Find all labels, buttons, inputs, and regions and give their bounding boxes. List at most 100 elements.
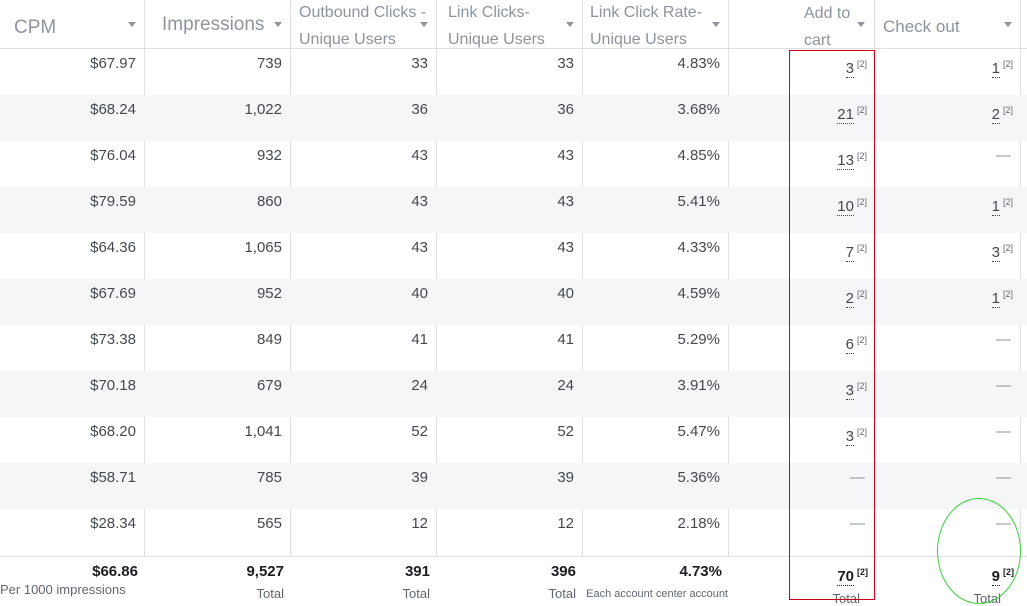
cell-value[interactable]: 7 — [845, 244, 854, 262]
sort-caret-icon[interactable] — [857, 22, 865, 27]
cell-value: 43 — [411, 239, 428, 256]
footnote-marker[interactable]: [2] — [1002, 59, 1013, 69]
cell-value: 785 — [256, 469, 282, 486]
total-check-out-caption: Total — [973, 591, 1001, 606]
cell-impressions: 1,022 — [145, 95, 291, 141]
cell-value: — — [850, 469, 865, 486]
column-header-label: CPM — [14, 17, 57, 38]
cell-addtocart: — — [729, 463, 875, 509]
total-impressions: 9,527 Total — [145, 557, 291, 605]
table-row: $64.36 1,065 43 43 4.33% 7 [2] 3 [2] — [0, 233, 1027, 279]
column-header-link-click-rate[interactable]: Link Click Rate- Unique Users — [583, 0, 729, 48]
cell-value[interactable]: 1 — [991, 290, 1000, 308]
total-add-to-cart-value[interactable]: 70 — [837, 568, 854, 586]
cell-rate: 3.91% — [583, 371, 729, 417]
cell-rate: 5.41% — [583, 187, 729, 233]
cell-addtocart: 10 [2] — [729, 187, 875, 233]
cell-value: 5.36% — [677, 469, 720, 486]
cell-value: 4.83% — [677, 55, 720, 72]
cell-value[interactable]: 2 — [845, 290, 854, 308]
cell-value[interactable]: 3 — [845, 60, 854, 78]
cell-value: 52 — [557, 423, 574, 440]
footnote-marker[interactable]: [2] — [856, 381, 867, 391]
footnote-marker[interactable]: [2] — [856, 105, 867, 115]
total-impressions-caption: Total — [256, 586, 284, 601]
cell-value: $28.34 — [90, 515, 136, 532]
total-cpm-value: $66.86 — [92, 563, 138, 580]
cell-rate: 5.36% — [583, 463, 729, 509]
cell-value: — — [996, 331, 1011, 348]
cell-value: 40 — [411, 285, 428, 302]
column-header-add-to-cart[interactable]: Add to cart — [729, 0, 875, 49]
footnote-marker[interactable]: [2] — [1002, 105, 1013, 115]
footnote-marker[interactable]: [2] — [1003, 567, 1014, 577]
column-divider[interactable] — [436, 0, 437, 556]
column-header-label-line2: Unique Users — [448, 31, 545, 48]
column-divider[interactable] — [1020, 0, 1021, 556]
column-header-check-out[interactable]: Check out — [875, 0, 1021, 48]
total-add-to-cart[interactable]: 70 [2] Total — [729, 557, 875, 606]
column-header-cpm[interactable]: CPM — [0, 0, 145, 48]
cell-value: 739 — [256, 55, 282, 72]
footnote-marker[interactable]: [2] — [856, 197, 867, 207]
cell-impressions: 860 — [145, 187, 291, 233]
cell-impressions: 1,065 — [145, 233, 291, 279]
sort-caret-icon[interactable] — [274, 22, 282, 27]
table-row: $76.04 932 43 43 4.85% 13 [2] — — [0, 141, 1027, 187]
sort-caret-icon[interactable] — [420, 22, 428, 27]
cell-rate: 4.33% — [583, 233, 729, 279]
cell-checkout: 3 [2] — [875, 233, 1021, 279]
footnote-marker[interactable]: [2] — [856, 427, 867, 437]
total-check-out-value[interactable]: 9 — [991, 568, 1000, 586]
cell-value: $67.69 — [90, 285, 136, 302]
cell-value: 43 — [411, 147, 428, 164]
cell-value[interactable]: 10 — [837, 198, 854, 216]
sort-caret-icon[interactable] — [128, 22, 136, 27]
table-row: $68.24 1,022 36 36 3.68% 21 [2] 2 [2] — [0, 95, 1027, 141]
cell-value[interactable]: 3 — [845, 428, 854, 446]
cell-cpm: $68.20 — [0, 417, 145, 463]
footnote-marker[interactable]: [2] — [856, 59, 867, 69]
column-divider[interactable] — [728, 0, 729, 556]
cell-value[interactable]: 2 — [991, 106, 1000, 124]
footnote-marker[interactable]: [2] — [1002, 289, 1013, 299]
column-header-link-clicks[interactable]: Link Clicks- Unique Users — [437, 0, 583, 48]
cell-addtocart: 13 [2] — [729, 141, 875, 187]
table-header: CPM Impressions Outbound Clicks - Unique… — [0, 0, 1027, 49]
cell-value: 43 — [411, 193, 428, 210]
column-header-outbound-clicks[interactable]: Outbound Clicks - Unique Users — [291, 0, 437, 48]
footnote-marker[interactable]: [2] — [856, 289, 867, 299]
footnote-marker[interactable]: [2] — [856, 243, 867, 253]
cell-rate: 4.83% — [583, 49, 729, 95]
column-divider[interactable] — [144, 0, 145, 556]
cell-outbound: 41 — [291, 325, 437, 371]
total-check-out[interactable]: 9 [2] Total — [875, 557, 1021, 606]
column-divider[interactable] — [582, 0, 583, 556]
sort-caret-icon[interactable] — [712, 22, 720, 27]
cell-value: 39 — [557, 469, 574, 486]
cell-value: 33 — [411, 55, 428, 72]
sort-caret-icon[interactable] — [566, 22, 574, 27]
footnote-marker[interactable]: [2] — [1002, 197, 1013, 207]
cell-value[interactable]: 1 — [991, 198, 1000, 216]
column-header-impressions[interactable]: Impressions — [145, 0, 291, 48]
footnote-marker[interactable]: [2] — [857, 567, 868, 577]
cell-checkout: — — [875, 371, 1021, 417]
cell-value[interactable]: 1 — [991, 60, 1000, 78]
footnote-marker[interactable]: [2] — [856, 151, 867, 161]
column-divider[interactable] — [290, 0, 291, 556]
column-header-label-line2: Unique Users — [590, 31, 687, 48]
cell-value: — — [996, 423, 1011, 440]
cell-value[interactable]: 3 — [845, 382, 854, 400]
cell-value: 36 — [557, 101, 574, 118]
cell-value[interactable]: 6 — [845, 336, 854, 354]
cell-value[interactable]: 13 — [837, 152, 854, 170]
footnote-marker[interactable]: [2] — [1002, 243, 1013, 253]
cell-value[interactable]: 3 — [991, 244, 1000, 262]
sort-caret-icon[interactable] — [1004, 22, 1012, 27]
cell-value[interactable]: 21 — [837, 106, 854, 124]
cell-addtocart: 3 [2] — [729, 371, 875, 417]
cell-impressions: 952 — [145, 279, 291, 325]
footnote-marker[interactable]: [2] — [856, 335, 867, 345]
